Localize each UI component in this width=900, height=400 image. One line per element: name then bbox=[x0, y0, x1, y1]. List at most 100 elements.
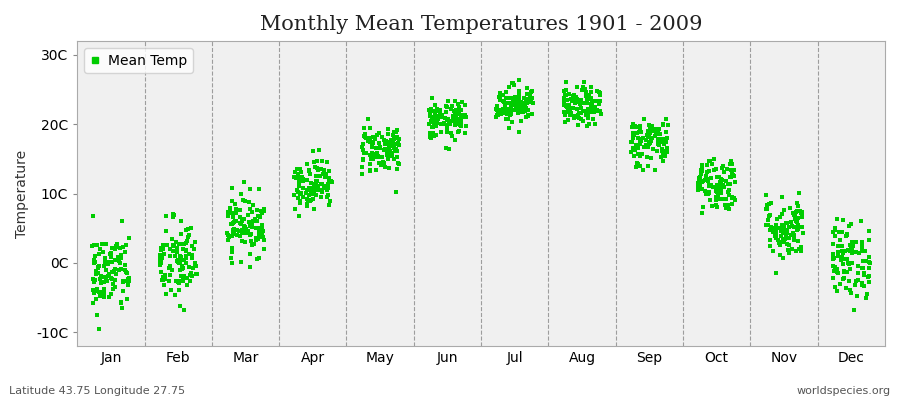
Point bbox=[180, 275, 194, 282]
Point bbox=[727, 167, 742, 173]
Point bbox=[510, 110, 525, 116]
Point bbox=[644, 126, 659, 132]
Point bbox=[562, 116, 576, 123]
Point bbox=[442, 118, 456, 125]
Point bbox=[366, 134, 381, 140]
Point bbox=[87, 260, 102, 267]
Point bbox=[634, 129, 648, 135]
Point bbox=[642, 141, 656, 147]
Point bbox=[164, 287, 178, 294]
Point bbox=[834, 254, 849, 261]
Point bbox=[566, 97, 580, 104]
Point bbox=[845, 239, 859, 246]
Point bbox=[96, 288, 111, 295]
Point bbox=[97, 255, 112, 261]
Point bbox=[114, 300, 129, 306]
Point bbox=[300, 196, 314, 202]
Point bbox=[633, 140, 647, 146]
Point bbox=[846, 238, 860, 245]
Point bbox=[640, 154, 654, 160]
Point bbox=[104, 268, 119, 275]
Point bbox=[287, 174, 302, 180]
Point bbox=[497, 98, 511, 105]
Point bbox=[92, 289, 106, 296]
Point bbox=[252, 229, 266, 235]
Point bbox=[86, 299, 101, 306]
Point bbox=[425, 124, 439, 130]
Point bbox=[567, 113, 581, 120]
Point bbox=[314, 166, 328, 172]
Point bbox=[454, 122, 468, 129]
Point bbox=[178, 255, 193, 261]
Point bbox=[557, 94, 572, 101]
Point bbox=[237, 228, 251, 235]
Point bbox=[508, 94, 523, 100]
Point bbox=[243, 186, 257, 192]
Point bbox=[247, 240, 261, 247]
Point bbox=[790, 226, 805, 232]
Point bbox=[698, 188, 713, 195]
Point bbox=[302, 192, 316, 199]
Point bbox=[656, 122, 670, 128]
Point bbox=[101, 261, 115, 267]
Point bbox=[369, 166, 383, 173]
Point bbox=[768, 232, 782, 239]
Point bbox=[444, 106, 458, 113]
Point bbox=[520, 107, 535, 113]
Point bbox=[168, 252, 183, 259]
Point bbox=[523, 93, 537, 99]
Point bbox=[559, 103, 573, 109]
Point bbox=[835, 261, 850, 268]
Point bbox=[119, 269, 133, 276]
Point bbox=[519, 105, 534, 112]
Point bbox=[855, 264, 869, 271]
Point bbox=[173, 253, 187, 259]
Point bbox=[316, 171, 330, 178]
Point bbox=[518, 114, 533, 121]
Point bbox=[725, 194, 740, 201]
Point bbox=[785, 223, 799, 229]
Point bbox=[760, 222, 775, 228]
Point bbox=[228, 200, 242, 207]
Point bbox=[521, 112, 535, 119]
Point bbox=[840, 231, 854, 237]
Point bbox=[114, 252, 129, 258]
Point bbox=[769, 228, 783, 234]
Point bbox=[238, 224, 252, 230]
Point bbox=[641, 132, 655, 138]
Point bbox=[320, 184, 335, 191]
Point bbox=[458, 102, 473, 108]
Point bbox=[655, 146, 670, 152]
Point bbox=[830, 216, 844, 222]
Point bbox=[641, 144, 655, 150]
Point bbox=[230, 218, 244, 224]
Point bbox=[369, 145, 383, 151]
Point bbox=[861, 228, 876, 234]
Point bbox=[626, 135, 640, 141]
Point bbox=[492, 106, 507, 113]
Point bbox=[847, 307, 861, 313]
Point bbox=[787, 210, 801, 216]
Point bbox=[581, 121, 596, 127]
Point bbox=[454, 119, 469, 125]
Point bbox=[860, 291, 874, 297]
Point bbox=[448, 97, 463, 104]
Point bbox=[635, 167, 650, 173]
Point bbox=[652, 126, 667, 132]
Point bbox=[695, 162, 709, 168]
Point bbox=[715, 176, 729, 183]
Point bbox=[573, 101, 588, 107]
Point bbox=[439, 102, 454, 109]
Point bbox=[384, 152, 399, 158]
Point bbox=[441, 98, 455, 104]
Point bbox=[122, 274, 137, 281]
Point bbox=[254, 233, 268, 239]
Point bbox=[243, 264, 257, 270]
Point bbox=[153, 258, 167, 264]
Point bbox=[716, 181, 730, 188]
Point bbox=[423, 134, 437, 140]
Point bbox=[249, 237, 264, 243]
Point bbox=[242, 232, 256, 238]
Point bbox=[114, 252, 129, 258]
Point bbox=[292, 166, 307, 173]
